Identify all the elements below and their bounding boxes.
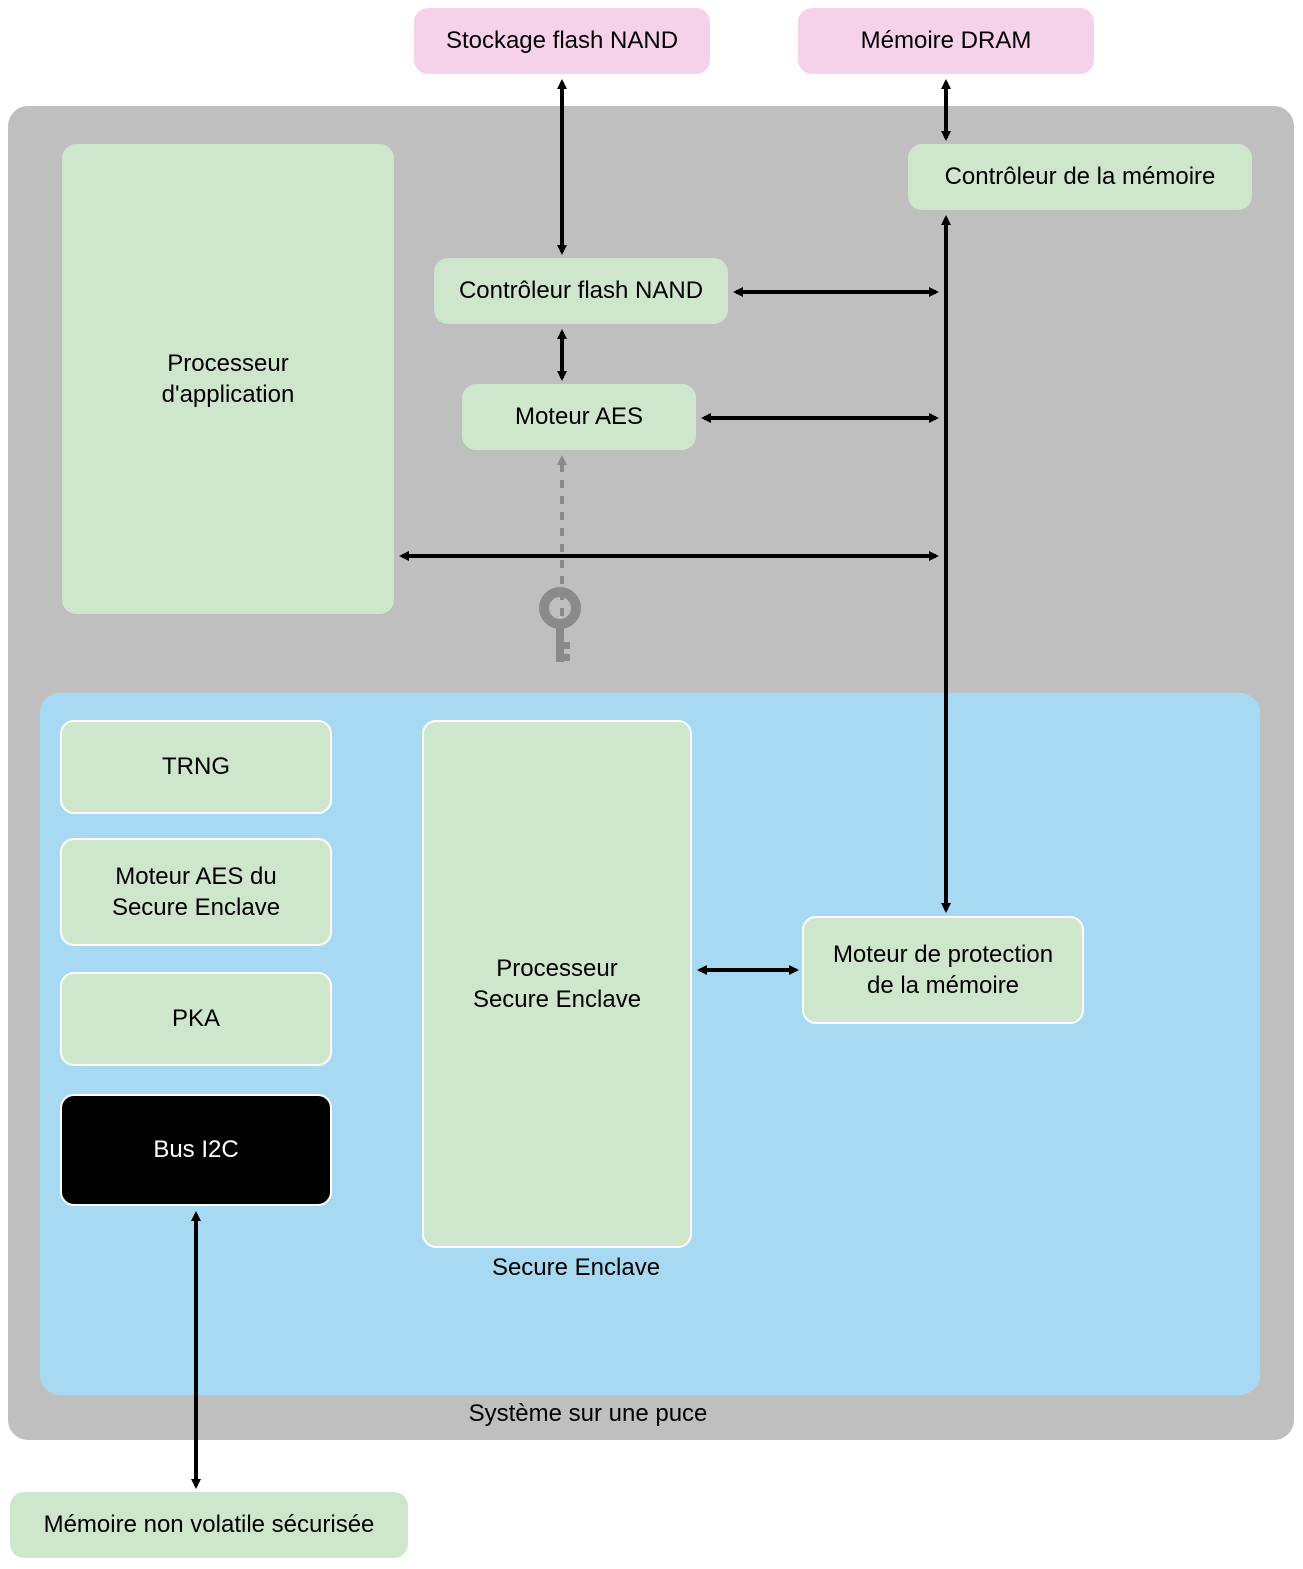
node-aes-engine: Moteur AES xyxy=(462,384,696,450)
node-nand-storage: Stockage flash NAND xyxy=(414,8,710,74)
node-se-proc: Processeur Secure Enclave xyxy=(422,720,692,1248)
node-i2c: Bus I2C xyxy=(60,1094,332,1206)
node-mem-prot: Moteur de protection de la mémoire xyxy=(802,916,1084,1024)
node-app-proc: Processeur d'application xyxy=(62,144,394,614)
node-trng: TRNG xyxy=(60,720,332,814)
node-se-aes: Moteur AES du Secure Enclave xyxy=(60,838,332,946)
soc-label: Système sur une puce xyxy=(438,1400,738,1428)
node-nv-secure: Mémoire non volatile sécurisée xyxy=(10,1492,408,1558)
node-mem-ctrl: Contrôleur de la mémoire xyxy=(908,144,1252,210)
node-dram: Mémoire DRAM xyxy=(798,8,1094,74)
node-nand-ctrl: Contrôleur flash NAND xyxy=(434,258,728,324)
secure-enclave-label: Secure Enclave xyxy=(446,1254,706,1282)
node-pka: PKA xyxy=(60,972,332,1066)
